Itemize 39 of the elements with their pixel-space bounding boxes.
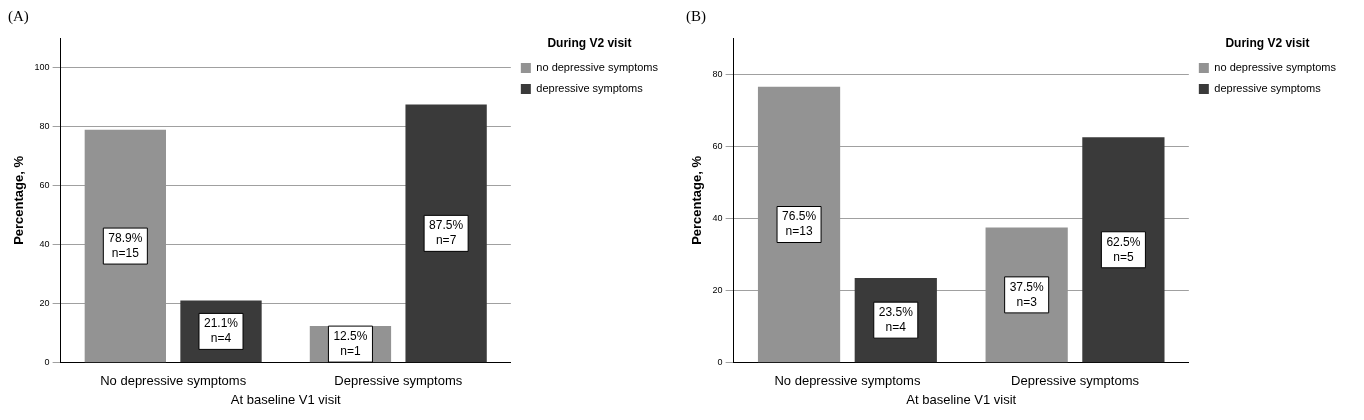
y-tick-label: 40 xyxy=(39,239,50,250)
data-label: 37.5% n=3 xyxy=(1009,279,1044,309)
x-tick-label: No depressive symptoms xyxy=(100,373,247,389)
y-axis-title: Percentage, % xyxy=(689,155,705,245)
legend-label: no depressive symptoms xyxy=(1214,60,1337,73)
chart-title: (B) xyxy=(686,8,707,26)
x-tick-label: No depressive symptoms xyxy=(774,373,921,389)
data-label: 21.1% n=4 xyxy=(203,316,239,346)
y-tick-label: 0 xyxy=(717,357,723,368)
bar xyxy=(1082,137,1165,363)
bar xyxy=(84,129,166,363)
y-tick-label: 100 xyxy=(34,62,50,73)
legend-label: no depressive symptoms xyxy=(536,60,659,73)
y-tick-label: 40 xyxy=(712,212,723,223)
data-label: 12.5% n=1 xyxy=(333,328,368,358)
x-axis-title: At baseline V1 visit xyxy=(906,391,1017,407)
legend-label: depressive symptoms xyxy=(1214,81,1322,94)
data-label: 78.9% n=15 xyxy=(108,230,143,260)
data-label: 87.5% n=7 xyxy=(429,218,464,248)
legend-title: During V2 visit xyxy=(1225,36,1310,51)
chart-title: (A) xyxy=(8,8,30,26)
y-tick-label: 80 xyxy=(712,68,723,79)
y-axis-title: Percentage, % xyxy=(11,155,27,245)
x-tick-label: Depressive symptoms xyxy=(334,373,463,389)
y-tick-label: 80 xyxy=(39,121,50,132)
y-tick-label: 60 xyxy=(712,140,723,151)
x-axis-title: At baseline V1 visit xyxy=(230,391,342,407)
x-tick-label: Depressive symptoms xyxy=(1011,373,1140,389)
y-tick-label: 20 xyxy=(39,298,50,309)
data-label: 23.5% n=4 xyxy=(878,304,914,334)
bar xyxy=(757,86,841,363)
y-tick-label: 60 xyxy=(39,180,50,191)
data-label: 62.5% n=5 xyxy=(1106,234,1141,264)
y-tick-label: 0 xyxy=(44,357,50,368)
bar xyxy=(405,104,487,363)
legend-label: depressive symptoms xyxy=(536,81,644,94)
data-label: 76.5% n=13 xyxy=(782,209,817,239)
legend-title: During V2 visit xyxy=(547,36,632,51)
y-tick-label: 20 xyxy=(712,285,723,296)
